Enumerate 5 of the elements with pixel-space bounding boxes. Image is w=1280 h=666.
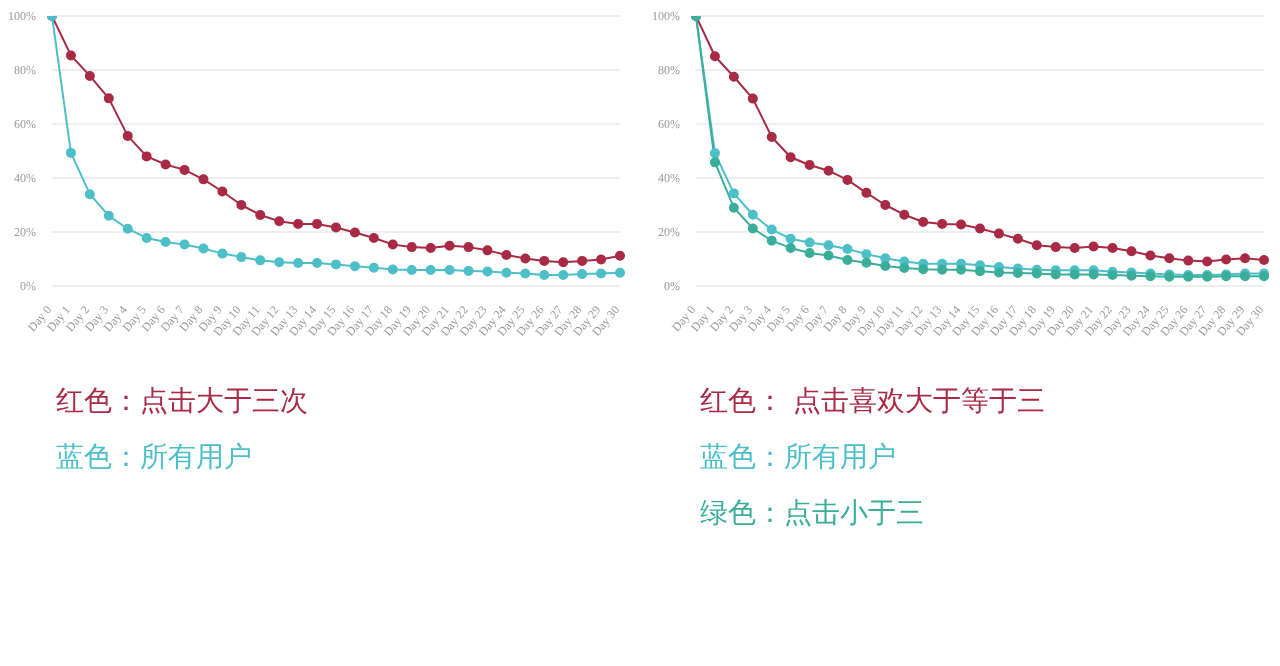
text: 蓝色：所有用户	[56, 440, 254, 478]
text: 蓝色：所有用户	[700, 440, 898, 478]
text: 绿色：点击小于三	[700, 496, 926, 534]
text: 红色：点击大于三次	[56, 384, 310, 422]
text: 红色： 点击喜欢大于等于三	[700, 384, 1047, 422]
